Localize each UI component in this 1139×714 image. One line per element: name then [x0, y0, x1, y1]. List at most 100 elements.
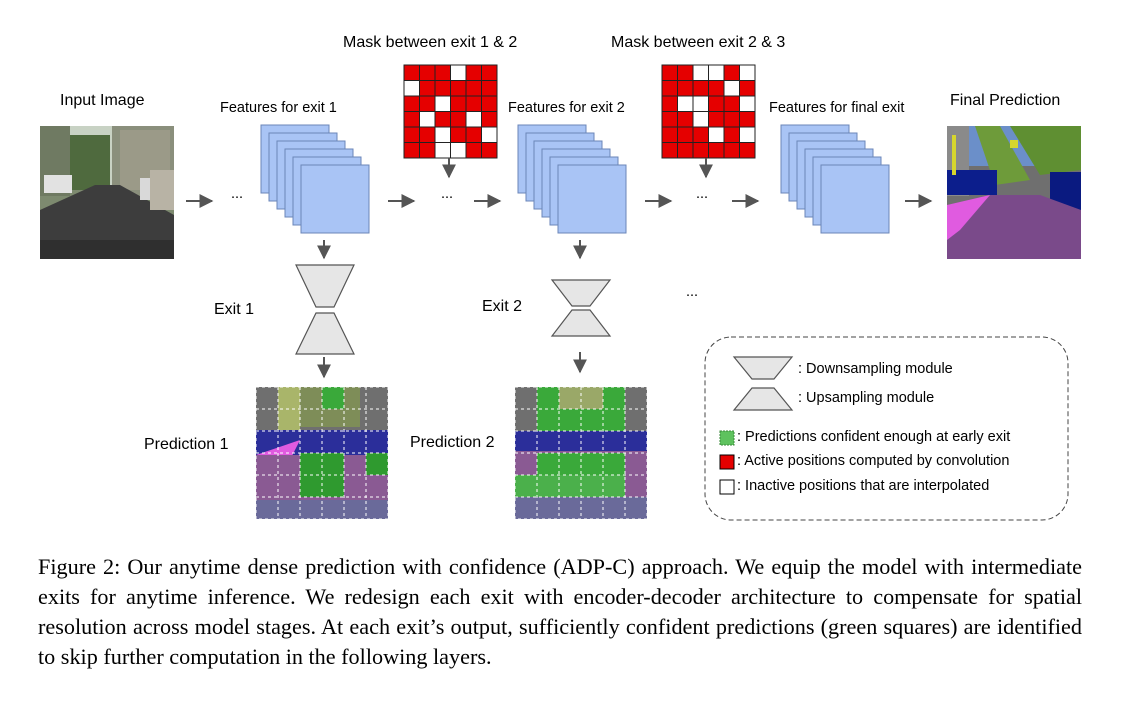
- mask-cell: [661, 126, 678, 143]
- feature-map: [300, 164, 370, 234]
- prediction-2-grid: [514, 386, 648, 520]
- mask-cell: [419, 111, 436, 128]
- mask-cell: [481, 64, 498, 81]
- mask-cell: [692, 64, 709, 81]
- legend-active-text: : Active positions computed by convoluti…: [737, 453, 1010, 469]
- mask-cell: [723, 142, 740, 159]
- mask-cell: [434, 111, 451, 128]
- ellipsis-exits: ...: [686, 284, 699, 300]
- features-exit-2-label: Features for exit 2: [508, 100, 625, 116]
- mask-cell: [481, 80, 498, 97]
- mask-cell: [723, 126, 740, 143]
- feature-stack-exit-2: [517, 124, 627, 234]
- final-prediction-image: [947, 126, 1081, 259]
- figure-caption: Figure 2: Our anytime dense prediction w…: [38, 554, 1082, 669]
- mask-cell: [708, 142, 725, 159]
- flow-arrows: [186, 158, 933, 379]
- mask-cell: [450, 95, 467, 112]
- exit-2-upsampling-shape: [550, 309, 612, 337]
- prediction-1-grid: [255, 386, 389, 520]
- mask-cell: [723, 80, 740, 97]
- features-exit-1-label: Features for exit 1: [220, 100, 337, 116]
- mask-cell: [739, 126, 756, 143]
- mask-cell: [403, 95, 420, 112]
- mask-1-2-label: Mask between exit 1 & 2: [343, 34, 518, 51]
- mask-cell: [692, 80, 709, 97]
- mask-cell: [739, 80, 756, 97]
- mask-cell: [677, 95, 694, 112]
- mask-cell: [692, 126, 709, 143]
- mask-cell: [450, 80, 467, 97]
- exit-1-module: [295, 264, 355, 355]
- mask-cell: [403, 64, 420, 81]
- mask-cell: [661, 142, 678, 159]
- features-final-exit-label: Features for final exit: [769, 100, 905, 116]
- mask-cell: [465, 142, 482, 159]
- exit-1-downsampling-shape: [295, 264, 355, 308]
- prediction-2-label: Prediction 2: [410, 434, 495, 451]
- legend-box: [704, 336, 1069, 521]
- final-prediction-label: Final Prediction: [950, 92, 1061, 109]
- prediction-1-label: Prediction 1: [144, 436, 229, 453]
- mask-between-exit-2-3: [661, 64, 756, 159]
- exit-2-downsampling-shape: [550, 279, 612, 307]
- legend-confident-text: : Predictions confident enough at early …: [737, 429, 1011, 445]
- mask-cell: [434, 95, 451, 112]
- mask-cell: [739, 95, 756, 112]
- mask-cell: [481, 126, 498, 143]
- mask-cell: [677, 64, 694, 81]
- mask-cell: [403, 80, 420, 97]
- mask-cell: [708, 64, 725, 81]
- mask-cell: [465, 126, 482, 143]
- legend-upsampling-shape: [732, 387, 794, 411]
- mask-cell: [661, 95, 678, 112]
- mask-cell: [465, 64, 482, 81]
- mask-cell: [723, 95, 740, 112]
- mask-cell: [708, 80, 725, 97]
- exit-2-module: [550, 279, 612, 337]
- mask-cell: [677, 142, 694, 159]
- mask-cell: [723, 111, 740, 128]
- exit-1-label: Exit 1: [214, 301, 255, 318]
- legend-downsampling-shape: [732, 356, 794, 380]
- mask-cell: [434, 142, 451, 159]
- diagram-canvas: [40, 64, 1081, 521]
- mask-cell: [739, 142, 756, 159]
- mask-cell: [419, 80, 436, 97]
- mask-cell: [708, 126, 725, 143]
- input-image: [40, 126, 174, 259]
- legend-inactive-text: : Inactive positions that are interpolat…: [737, 478, 990, 494]
- mask-cell: [481, 95, 498, 112]
- legend-red-swatch: [719, 454, 735, 470]
- feature-stack-final-exit: [780, 124, 890, 234]
- mask-cell: [465, 111, 482, 128]
- mask-cell: [450, 142, 467, 159]
- mask-cell: [419, 64, 436, 81]
- mask-cell: [465, 95, 482, 112]
- mask-cell: [692, 142, 709, 159]
- mask-cell: [708, 111, 725, 128]
- mask-cell: [403, 111, 420, 128]
- ellipsis-exit-1: ...: [231, 186, 244, 202]
- mask-cell: [465, 80, 482, 97]
- mask-cell: [739, 64, 756, 81]
- mask-cell: [434, 126, 451, 143]
- mask-between-exit-1-2: [403, 64, 498, 159]
- ellipsis-mask-2-3: ...: [696, 186, 709, 202]
- ellipsis-mask-1-2: ...: [441, 186, 454, 202]
- mask-cell: [450, 126, 467, 143]
- mask-cell: [481, 142, 498, 159]
- mask-cell: [677, 111, 694, 128]
- mask-cell: [434, 80, 451, 97]
- mask-cell: [692, 111, 709, 128]
- input-image-label: Input Image: [60, 92, 145, 109]
- legend-downsampling-text: : Downsampling module: [798, 361, 953, 377]
- feature-map: [820, 164, 890, 234]
- mask-cell: [692, 95, 709, 112]
- legend-white-swatch: [719, 479, 735, 495]
- mask-cell: [481, 111, 498, 128]
- mask-cell: [419, 126, 436, 143]
- mask-cell: [661, 80, 678, 97]
- feature-stack-exit-1: [260, 124, 370, 234]
- mask-cell: [450, 64, 467, 81]
